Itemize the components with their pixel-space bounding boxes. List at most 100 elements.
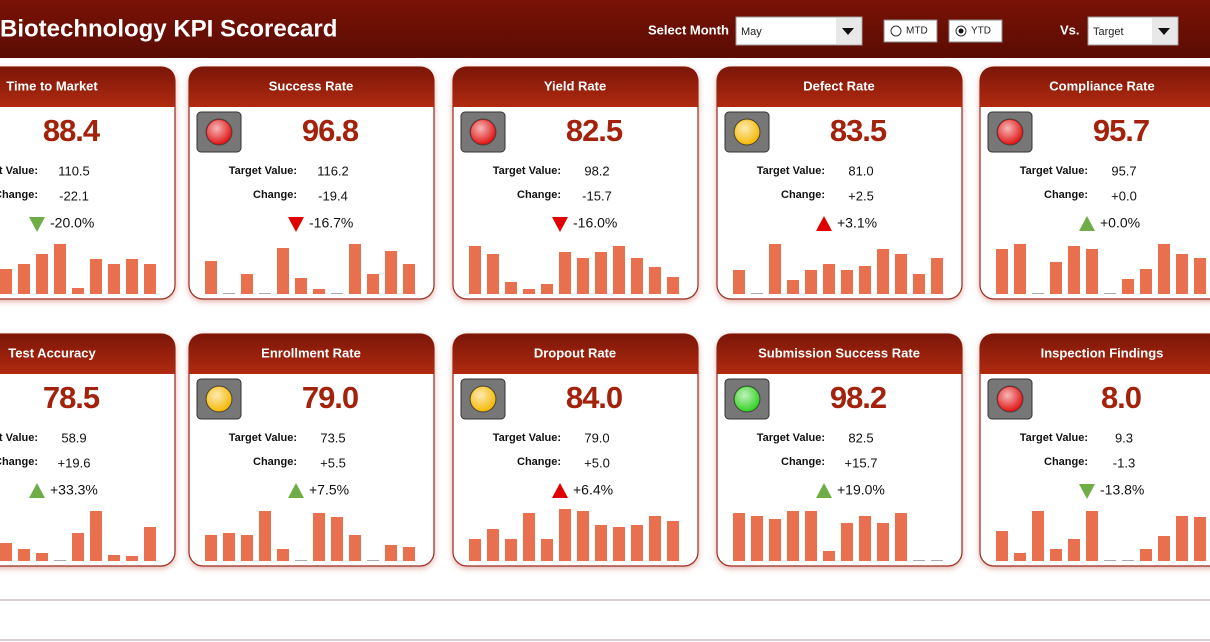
month-dropdown[interactable]: May — [735, 16, 863, 46]
change-label: Change: — [781, 456, 825, 468]
bar — [241, 274, 253, 294]
bar — [523, 513, 535, 561]
change-label: Change: — [0, 456, 38, 468]
indicator-glow — [471, 387, 495, 411]
ytd-radio[interactable]: YTD — [948, 19, 1003, 43]
bar — [1140, 269, 1152, 294]
bar — [577, 511, 589, 561]
bar — [469, 246, 481, 294]
vs-dropdown[interactable]: Target — [1087, 16, 1179, 46]
target-label: Target Value: — [1020, 165, 1088, 177]
card-title: Defect Rate — [803, 78, 875, 93]
bar — [1032, 511, 1044, 561]
change-percent: +33.3% — [50, 482, 98, 498]
kpi-card: Success Rate 96.8 Target Value: 116.2 Change… — [188, 66, 435, 300]
month-value: May — [741, 26, 762, 38]
bar — [823, 551, 835, 561]
bar — [1194, 258, 1206, 294]
change-value: -1.3 — [1113, 455, 1135, 470]
change-value: -22.1 — [59, 188, 89, 203]
bar — [841, 270, 853, 294]
change-label: Change: — [517, 456, 561, 468]
trend-arrow — [288, 483, 304, 498]
bar — [877, 249, 889, 294]
bar — [841, 523, 853, 561]
card-header — [717, 334, 962, 374]
card-title: Dropout Rate — [534, 345, 616, 360]
bar — [1050, 549, 1062, 561]
bar — [18, 264, 30, 294]
kpi-value: 84.0 — [566, 380, 622, 415]
kpi-value: 82.5 — [566, 113, 623, 148]
card-header — [189, 67, 434, 107]
change-label: Change: — [253, 456, 297, 468]
bar — [205, 535, 217, 561]
indicator-glow — [998, 120, 1022, 144]
kpi-card: Dropout Rate 84.0 Target Value: 79.0 Change:… — [452, 333, 699, 567]
trend-arrow — [288, 217, 304, 232]
trend-arrow — [816, 483, 832, 498]
change-label: Change: — [1044, 456, 1088, 468]
bar — [996, 249, 1008, 294]
bar — [649, 267, 661, 294]
change-value: +5.5 — [320, 455, 346, 470]
indicator-glow — [735, 120, 759, 144]
bar — [523, 289, 535, 294]
change-value: -19.4 — [318, 188, 348, 203]
bar — [733, 270, 745, 294]
bar — [805, 511, 817, 561]
bar — [349, 244, 361, 294]
bar — [1014, 553, 1026, 561]
bar — [505, 282, 517, 294]
kpi-value: 8.0 — [1101, 380, 1141, 415]
ytd-label: YTD — [971, 26, 991, 37]
bar — [144, 264, 156, 294]
card-title: Compliance Rate — [1049, 78, 1154, 93]
bar — [541, 539, 553, 561]
bar — [577, 258, 589, 294]
bar — [36, 254, 48, 294]
kpi-value: 83.5 — [830, 113, 887, 148]
kpi-value: 96.8 — [302, 113, 359, 148]
target-value: 98.2 — [584, 163, 609, 178]
card-header — [453, 334, 698, 374]
change-label: Change: — [253, 189, 297, 201]
target-value: 82.5 — [848, 430, 873, 445]
bar — [277, 549, 289, 561]
kpi-card: Time to Market 88.4 Target Value: 110.5 Chan… — [0, 66, 176, 300]
bar — [241, 535, 253, 561]
target-label: Target Value: — [493, 432, 561, 444]
bar — [559, 252, 571, 294]
change-percent: -20.0% — [50, 215, 94, 231]
bar — [913, 274, 925, 294]
kpi-card: Compliance Rate 95.7 Target Value: 95.7 Chan… — [979, 66, 1210, 300]
bar — [1086, 511, 1098, 561]
bar — [1176, 254, 1188, 294]
bar — [931, 258, 943, 294]
change-value: -15.7 — [582, 188, 612, 203]
bar — [1086, 249, 1098, 294]
trend-arrow — [29, 483, 45, 498]
bar — [559, 509, 571, 561]
bar — [72, 288, 84, 294]
change-percent: -13.8% — [1100, 482, 1144, 498]
target-value: 110.5 — [58, 163, 90, 178]
kpi-value: 88.4 — [43, 113, 101, 148]
bar — [505, 539, 517, 561]
change-percent: +0.0% — [1100, 215, 1140, 231]
bar — [996, 531, 1008, 561]
mtd-radio[interactable]: MTD — [883, 19, 938, 43]
bar — [385, 545, 397, 561]
change-percent: -16.7% — [309, 215, 353, 231]
bar — [18, 549, 30, 561]
card-title: Time to Market — [6, 78, 98, 93]
bar — [0, 543, 12, 561]
bar — [367, 274, 379, 294]
bar — [769, 519, 781, 561]
change-percent: +3.1% — [837, 215, 877, 231]
card-header — [453, 67, 698, 107]
bar — [90, 511, 102, 561]
change-label: Change: — [1044, 189, 1088, 201]
change-percent: +7.5% — [309, 482, 349, 498]
target-label: Target Value: — [1020, 432, 1088, 444]
